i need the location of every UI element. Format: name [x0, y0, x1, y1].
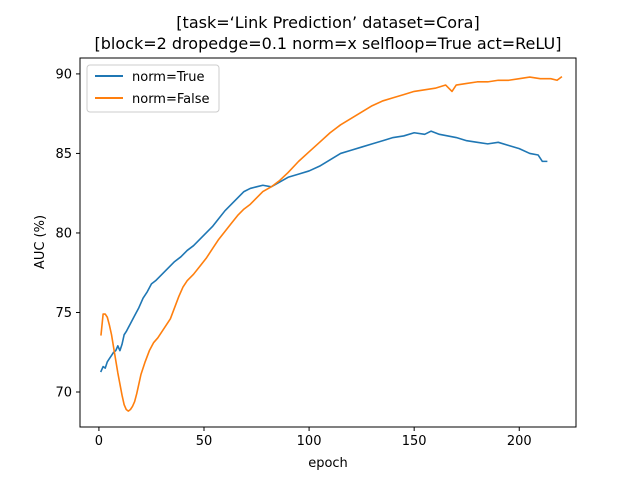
chart-title-line-1: [task=‘Link Prediction’ dataset=Cora]: [176, 13, 479, 32]
y-tick-label: 90: [55, 67, 72, 82]
y-tick-label: 75: [55, 306, 72, 321]
x-axis: 0 50 100 150 200: [95, 427, 532, 449]
chart-title-line-2: [block=2 dropedge=0.1 norm=x selfloop=Tr…: [95, 34, 562, 53]
legend: norm=True norm=False: [86, 64, 220, 113]
y-tick-label: 70: [55, 386, 72, 401]
x-tick-label: 100: [297, 434, 322, 449]
y-axis: 70 75 80 85 90: [55, 67, 80, 401]
legend-label-norm-false: norm=False: [132, 92, 210, 107]
y-tick-label: 80: [55, 226, 72, 241]
legend-label-norm-true: norm=True: [132, 70, 204, 85]
series-line-norm-false: [100, 75, 563, 412]
x-axis-label: epoch: [308, 456, 348, 471]
plot-frame: [79, 57, 577, 428]
y-axis-label: AUC (%): [33, 215, 48, 269]
y-tick-label: 85: [55, 147, 72, 162]
x-tick-label: 50: [196, 434, 213, 449]
series-line-norm-true: [99, 130, 548, 373]
x-tick-label: 200: [507, 434, 532, 449]
series-layer: [99, 75, 563, 412]
plot-area: 0 50 100 150 200 70 75 80 85 90: [55, 57, 577, 449]
x-tick-label: 0: [95, 434, 103, 449]
x-tick-label: 150: [402, 434, 427, 449]
